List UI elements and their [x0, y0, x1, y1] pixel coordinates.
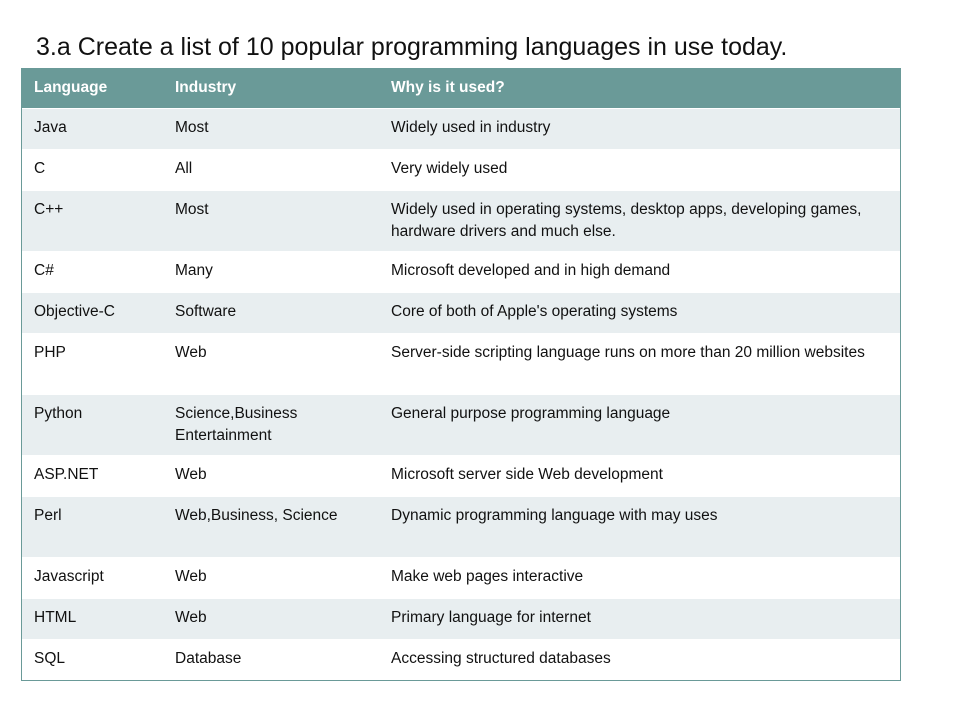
why-used-cell: Server-side scripting language runs on m…	[379, 333, 900, 395]
page-title: 3.a Create a list of 10 popular programm…	[36, 33, 788, 61]
industry-cell: Science,Business Entertainment	[163, 394, 379, 456]
why-used-cell: Very widely used	[379, 149, 900, 191]
table-row: ASP.NET Web Microsoft server side Web de…	[22, 455, 900, 497]
industry-cell: Most	[163, 108, 379, 150]
table-row: C++ Most Widely used in operating system…	[22, 190, 900, 252]
why-used-cell: Dynamic programming language with may us…	[379, 496, 900, 558]
language-cell: HTML	[22, 598, 163, 640]
language-cell: Python	[22, 394, 163, 456]
column-header-language: Language	[22, 68, 163, 109]
table-row: Objective-C Software Core of both of App…	[22, 292, 900, 334]
table-row: PHP Web Server-side scripting language r…	[22, 333, 900, 395]
why-used-cell: Primary language for internet	[379, 598, 900, 640]
why-used-cell: Core of both of Apple's operating system…	[379, 292, 900, 334]
language-cell: Objective-C	[22, 292, 163, 334]
industry-cell: Many	[163, 251, 379, 293]
why-used-cell: Accessing structured databases	[379, 639, 900, 681]
why-used-cell: Microsoft server side Web development	[379, 455, 900, 497]
language-cell: Perl	[22, 496, 163, 558]
table-row: HTML Web Primary language for internet	[22, 598, 900, 640]
table-row: Perl Web,Business, Science Dynamic progr…	[22, 496, 900, 558]
language-cell: C	[22, 149, 163, 191]
why-used-cell: Widely used in operating systems, deskto…	[379, 190, 900, 252]
table-row: Java Most Widely used in industry	[22, 108, 900, 150]
language-cell: C++	[22, 190, 163, 252]
industry-cell: All	[163, 149, 379, 191]
column-header-why-used: Why is it used?	[379, 68, 900, 109]
languages-table: Language Industry Why is it used? Java M…	[22, 68, 900, 681]
industry-cell: Web,Business, Science	[163, 496, 379, 558]
column-header-industry: Industry	[163, 68, 379, 109]
language-cell: Java	[22, 108, 163, 150]
language-cell: ASP.NET	[22, 455, 163, 497]
industry-cell: Software	[163, 292, 379, 334]
why-used-cell: Microsoft developed and in high demand	[379, 251, 900, 293]
why-used-cell: Widely used in industry	[379, 108, 900, 150]
language-cell: C#	[22, 251, 163, 293]
why-used-cell: Make web pages interactive	[379, 557, 900, 599]
table-row: C All Very widely used	[22, 149, 900, 191]
table-row: C# Many Microsoft developed and in high …	[22, 251, 900, 293]
industry-cell: Web	[163, 557, 379, 599]
industry-cell: Web	[163, 598, 379, 640]
table-header-row: Language Industry Why is it used?	[22, 68, 900, 109]
languages-table-container: Language Industry Why is it used? Java M…	[21, 68, 901, 681]
industry-cell: Web	[163, 455, 379, 497]
language-cell: PHP	[22, 333, 163, 395]
why-used-cell: General purpose programming language	[379, 394, 900, 456]
table-row: SQL Database Accessing structured databa…	[22, 639, 900, 681]
industry-cell: Most	[163, 190, 379, 252]
language-cell: Javascript	[22, 557, 163, 599]
table-row: Python Science,Business Entertainment Ge…	[22, 394, 900, 456]
table-row: Javascript Web Make web pages interactiv…	[22, 557, 900, 599]
language-cell: SQL	[22, 639, 163, 681]
industry-cell: Database	[163, 639, 379, 681]
industry-cell: Web	[163, 333, 379, 395]
